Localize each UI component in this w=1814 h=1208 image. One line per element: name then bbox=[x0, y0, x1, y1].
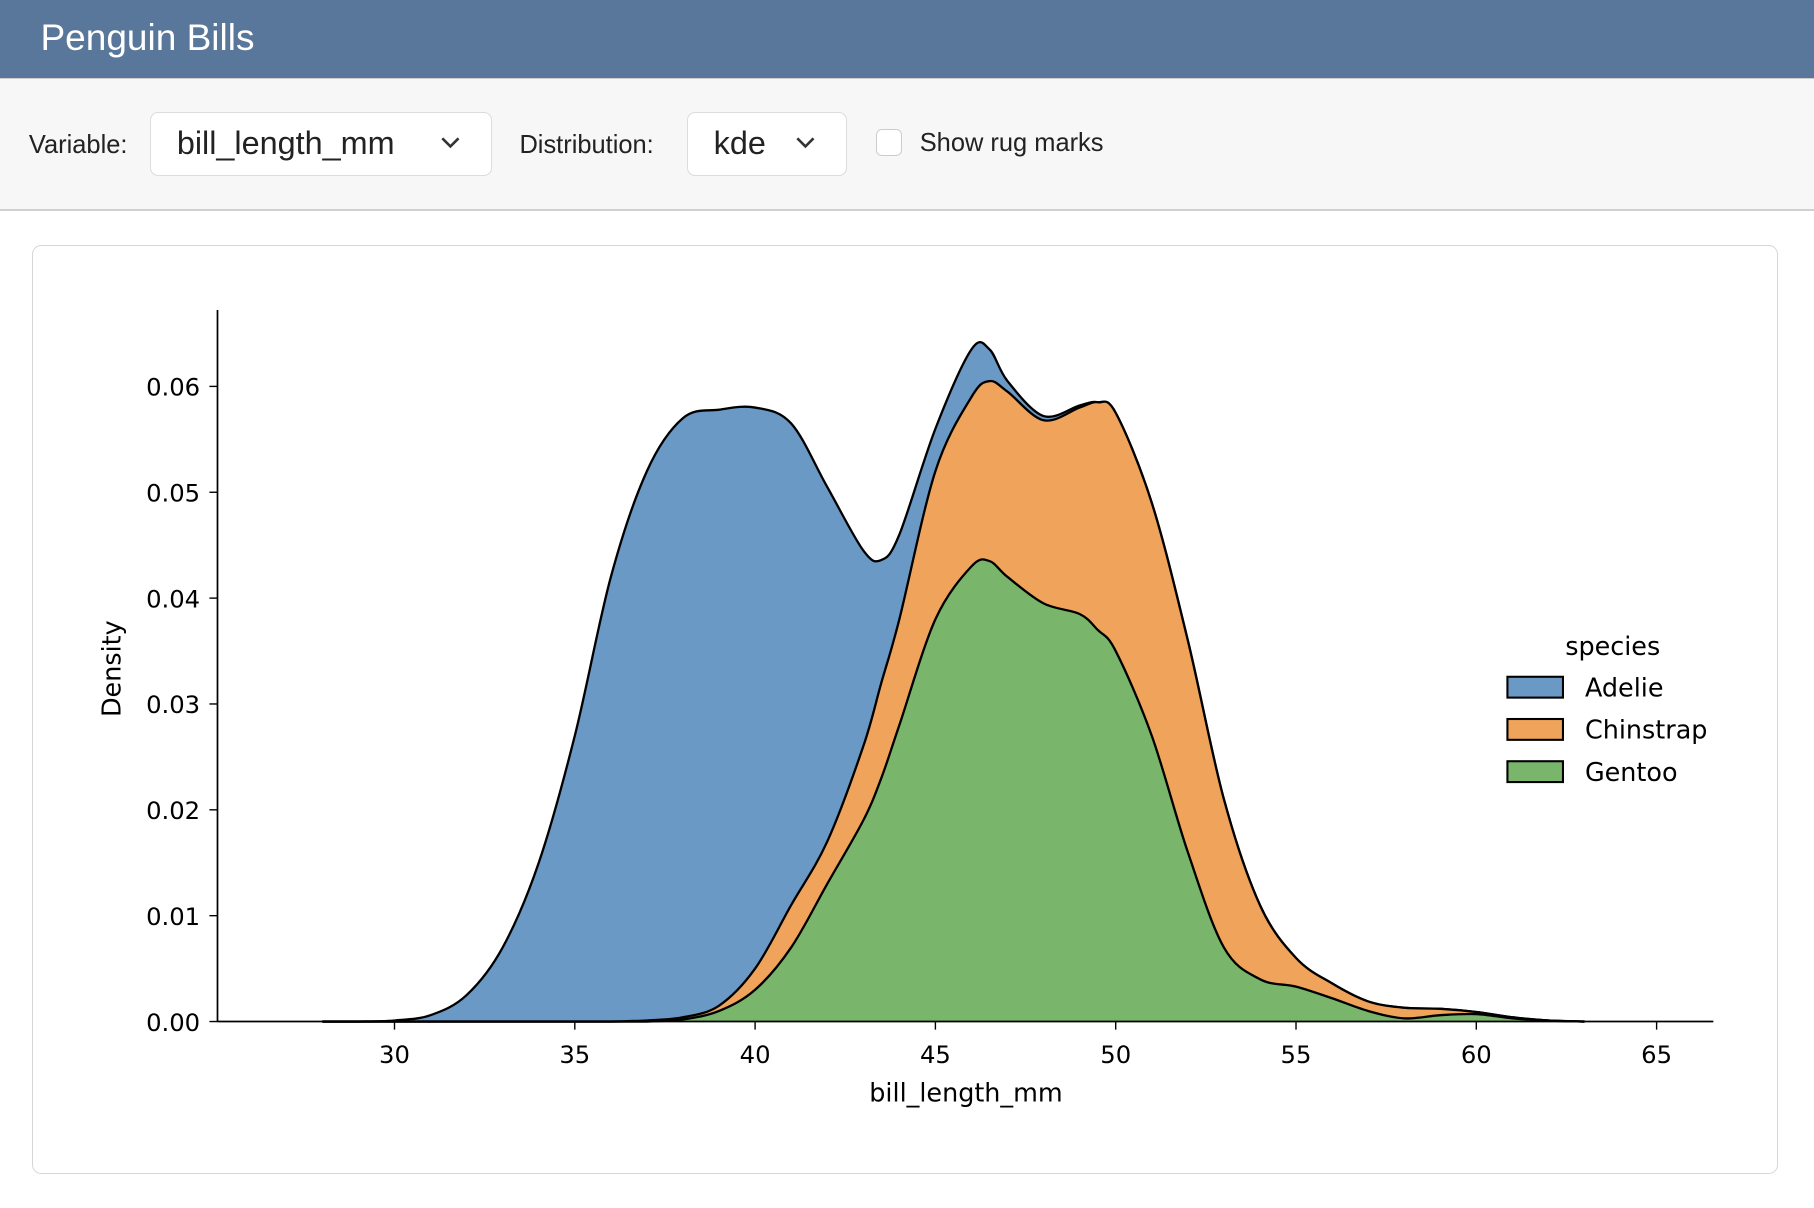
legend-swatch-chinstrap bbox=[1506, 717, 1564, 741]
x-tick-label: 40 bbox=[740, 1040, 771, 1069]
y-tick-label: 0.01 bbox=[146, 902, 200, 931]
y-tick-label: 0.03 bbox=[146, 690, 200, 719]
distribution-select-value: kde bbox=[713, 124, 766, 161]
x-tick-label: 30 bbox=[379, 1040, 410, 1069]
y-tick-label: 0.06 bbox=[146, 373, 200, 402]
distribution-label: Distribution: bbox=[519, 130, 654, 159]
variable-select[interactable]: bill_length_mm bbox=[150, 112, 492, 176]
x-tick-label: 35 bbox=[559, 1040, 590, 1069]
x-tick-label: 60 bbox=[1461, 1040, 1492, 1069]
y-tick-label: 0.00 bbox=[146, 1008, 200, 1037]
legend-label: Gentoo bbox=[1585, 758, 1678, 788]
y-axis-label: Density bbox=[97, 620, 127, 717]
variable-select-value: bill_length_mm bbox=[176, 124, 395, 161]
x-tick-label: 65 bbox=[1641, 1040, 1672, 1069]
x-tick-label: 55 bbox=[1281, 1040, 1312, 1069]
x-axis-label: bill_length_mm bbox=[869, 1078, 1062, 1108]
rug-marks-label[interactable]: Show rug marks bbox=[919, 129, 1104, 158]
chevron-down-icon bbox=[441, 137, 460, 149]
x-tick-label: 50 bbox=[1100, 1040, 1131, 1069]
x-tick-label: 45 bbox=[920, 1040, 951, 1069]
chart-card bbox=[32, 245, 1779, 1175]
legend-title: species bbox=[1565, 632, 1660, 662]
y-tick-label: 0.04 bbox=[146, 584, 200, 613]
toolbar: Variable: bill_length_mm Distribution: k… bbox=[0, 77, 1814, 212]
app-header: Penguin Bills bbox=[0, 0, 1814, 78]
y-tick-label: 0.02 bbox=[146, 796, 200, 825]
distribution-select[interactable]: kde bbox=[687, 112, 847, 176]
legend-swatch-adelie bbox=[1506, 675, 1564, 699]
y-tick-label: 0.05 bbox=[146, 479, 200, 508]
app-title: Penguin Bills bbox=[40, 16, 255, 59]
legend-swatch-gentoo bbox=[1506, 760, 1564, 784]
legend-label: Adelie bbox=[1585, 673, 1664, 703]
area-gentoo bbox=[322, 559, 1585, 1022]
variable-label: Variable: bbox=[28, 130, 128, 159]
rug-marks-checkbox[interactable] bbox=[875, 129, 903, 156]
legend-label: Chinstrap bbox=[1585, 716, 1708, 746]
chevron-down-icon bbox=[796, 137, 815, 149]
